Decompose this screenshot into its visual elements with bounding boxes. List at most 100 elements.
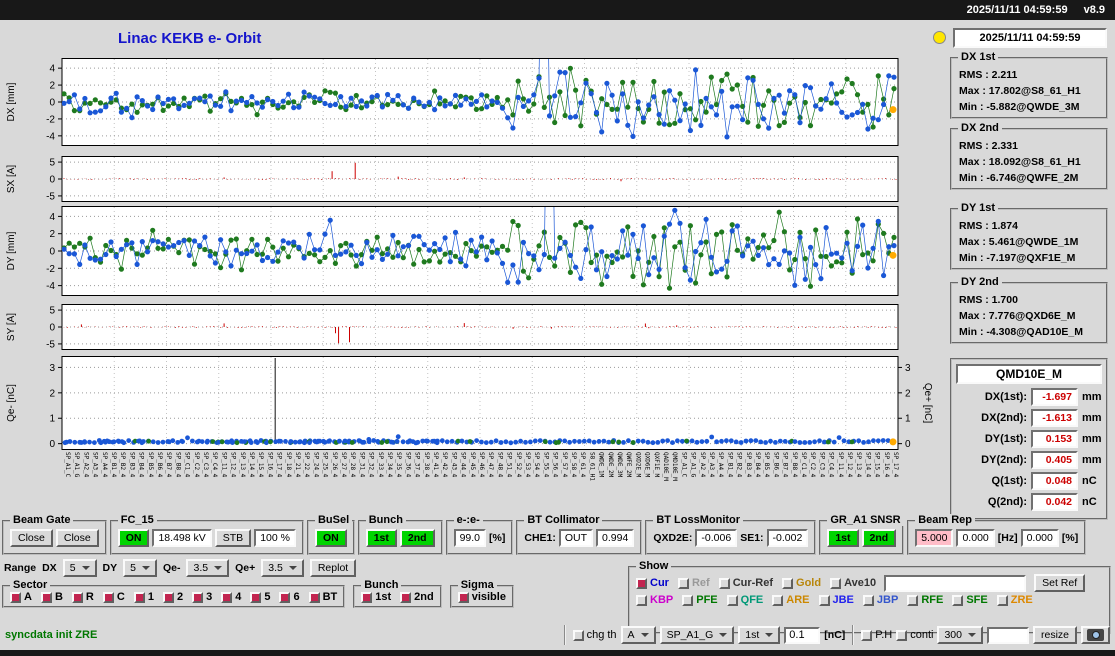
range-dy-select[interactable]: 5 [123,559,157,577]
checkbox-sfe[interactable]: SFE [952,594,988,606]
beam-rep-hz-unit: [Hz] [997,532,1018,544]
svg-text:SP_B5_4: SP_B5_4 [763,452,770,478]
checkbox-cur-ref[interactable]: Cur-Ref [718,577,773,589]
beam-gate-close-1-button[interactable]: Close [10,529,53,547]
checkbox-indicator [572,629,584,641]
checkbox-pfe[interactable]: PFE [682,594,718,606]
range-dx-select[interactable]: 5 [62,559,97,577]
bt-lossmonitor-group: BT LossMonitor QXD2E: -0.006 SE1: -0.002 [645,514,817,555]
monitor-row-unit: nC [1082,475,1097,487]
checkbox-1st[interactable]: 1st [361,591,391,603]
svg-text:SP_A1_G: SP_A1_G [73,452,80,478]
timestamp-display: 2025/11/11 04:59:59 [953,28,1107,48]
show-checkbox-row-1: Cur Ref Cur-Ref Gold Ave10 [636,577,876,589]
bunch-1st-button[interactable]: 1st [365,529,397,547]
checkbox-visible[interactable]: visible [457,591,506,603]
checkbox-indicator [457,591,469,603]
sector-select[interactable]: A [620,626,656,644]
checkbox-3[interactable]: 3 [192,591,212,603]
resize-button[interactable]: resize [1032,626,1077,644]
beam-gate-close-2-button[interactable]: Close [55,529,99,547]
group-title: Bunch [361,579,402,591]
stat-min: Min : -6.746@QWFE_2M [959,172,1079,184]
fc15-on-button[interactable]: ON [117,529,150,547]
monitor-row-value: 0.405 [1031,451,1078,469]
bunch-order-select[interactable]: 1st [738,626,781,644]
range-row: Range DX 5 DY 5 Qe- 3.5 Qe+ 3.5 Replot [4,559,357,577]
svg-text:SP_27_4: SP_27_4 [340,452,347,478]
checkbox-conti[interactable]: conti [896,629,933,641]
bunch-checkbox-row: 1st 2nd [361,591,434,603]
control-row-1: Beam Gate Close Close FC_15 ON 18.498 kV… [2,514,1113,555]
checkbox-label: JBE [832,594,854,606]
checkbox-label: BT [322,591,338,603]
gr-snsr-1st-button[interactable]: 1st [827,529,859,547]
checkbox-cur[interactable]: Cur [636,577,669,589]
group-title: FC_15 [117,514,157,526]
checkbox-indicator [361,591,373,603]
free-input[interactable] [986,626,1029,644]
monitor-row-label: Q(1st): [991,475,1027,487]
checkbox-are[interactable]: ARE [772,594,810,606]
checkbox-c[interactable]: C [102,591,125,603]
sp-group-select[interactable]: SP_A1_G [659,626,735,644]
checkbox-label: Ref [691,577,710,589]
checkbox-ph[interactable]: P.H [861,629,892,641]
checkbox-label: Ave10 [844,577,877,589]
range-qe-minus-select[interactable]: 3.5 [186,559,230,577]
checkbox-indicator [10,591,21,603]
checkbox-ref[interactable]: Ref [677,577,710,589]
svg-text:SP_C3_4: SP_C3_4 [818,452,825,478]
checkbox-2[interactable]: 2 [162,591,184,603]
svg-text:SP_B6_4: SP_B6_4 [772,452,779,478]
show-checkbox-row-2: KBP PFE QFE ARE JBE JBP RFE SFE ZRE [636,594,1033,606]
checkbox-kbp[interactable]: KBP [636,594,673,606]
checkbox-qfe[interactable]: QFE [726,594,763,606]
checkbox-rfe[interactable]: RFE [907,594,943,606]
checkbox-5[interactable]: 5 [250,591,270,603]
checkbox-r[interactable]: R [71,591,94,603]
sigma-checkbox-row: visible [457,591,506,603]
replot-button[interactable]: Replot [309,559,357,577]
range-qe-plus-select[interactable]: 3.5 [261,559,304,577]
svg-text:SP_24_4: SP_24_4 [312,452,319,478]
checkbox-indicator [718,577,730,589]
sector-checkbox-row: A B R C 1 2 3 4 5 6 BT [10,591,337,603]
monitor-row: DY(1st): 0.153 mm [956,430,1102,448]
fc15-stb-button[interactable]: STB [214,529,252,547]
checkbox-zre[interactable]: ZRE [996,594,1033,606]
svg-text:SP_18_4: SP_18_4 [285,452,292,478]
checkbox-6[interactable]: 6 [279,591,300,603]
busel-on-button[interactable]: ON [314,529,347,547]
checkbox-1[interactable]: 1 [133,591,154,603]
gr-snsr-2nd-button[interactable]: 2nd [861,529,897,547]
checkbox-ave10[interactable]: Ave10 [830,577,876,589]
checkbox-b[interactable]: B [40,591,63,603]
ref-file-input[interactable] [884,574,1027,592]
group-title: Show [636,560,672,572]
checkbox-jbe[interactable]: JBE [818,594,854,606]
checkbox-2nd[interactable]: 2nd [400,591,434,603]
checkbox-indicator [952,594,964,606]
svg-text:0: 0 [49,98,55,109]
checkbox-indicator [636,594,647,606]
screenshot-button[interactable] [1081,626,1110,644]
checkbox-a[interactable]: A [10,591,32,603]
checkbox-gold[interactable]: Gold [782,577,821,589]
sp-group-select-value: SP_A1_G [666,629,714,641]
checkbox-label: 2 [176,591,184,603]
page-title: Linac KEKB e- Orbit [118,30,262,47]
svg-text:-4: -4 [46,131,55,142]
svg-text:SP_14_4: SP_14_4 [248,452,255,478]
checkbox-4[interactable]: 4 [221,591,241,603]
checkbox-indicator [862,594,874,606]
checkbox-chg-th[interactable]: chg th [572,629,617,641]
interval-select[interactable]: 300 [937,626,983,644]
checkbox-jbp[interactable]: JBP [862,594,898,606]
bunch-2nd-button[interactable]: 2nd [399,529,435,547]
set-ref-button[interactable]: Set Ref [1034,574,1086,592]
threshold-input[interactable] [784,626,821,644]
checkbox-indicator [996,594,1008,606]
checkbox-bt[interactable]: BT [308,591,338,603]
charge-chart: 3 3 2 2 1 1 0 0 Qe- [nC] Qe+ [nC] [0,356,935,450]
